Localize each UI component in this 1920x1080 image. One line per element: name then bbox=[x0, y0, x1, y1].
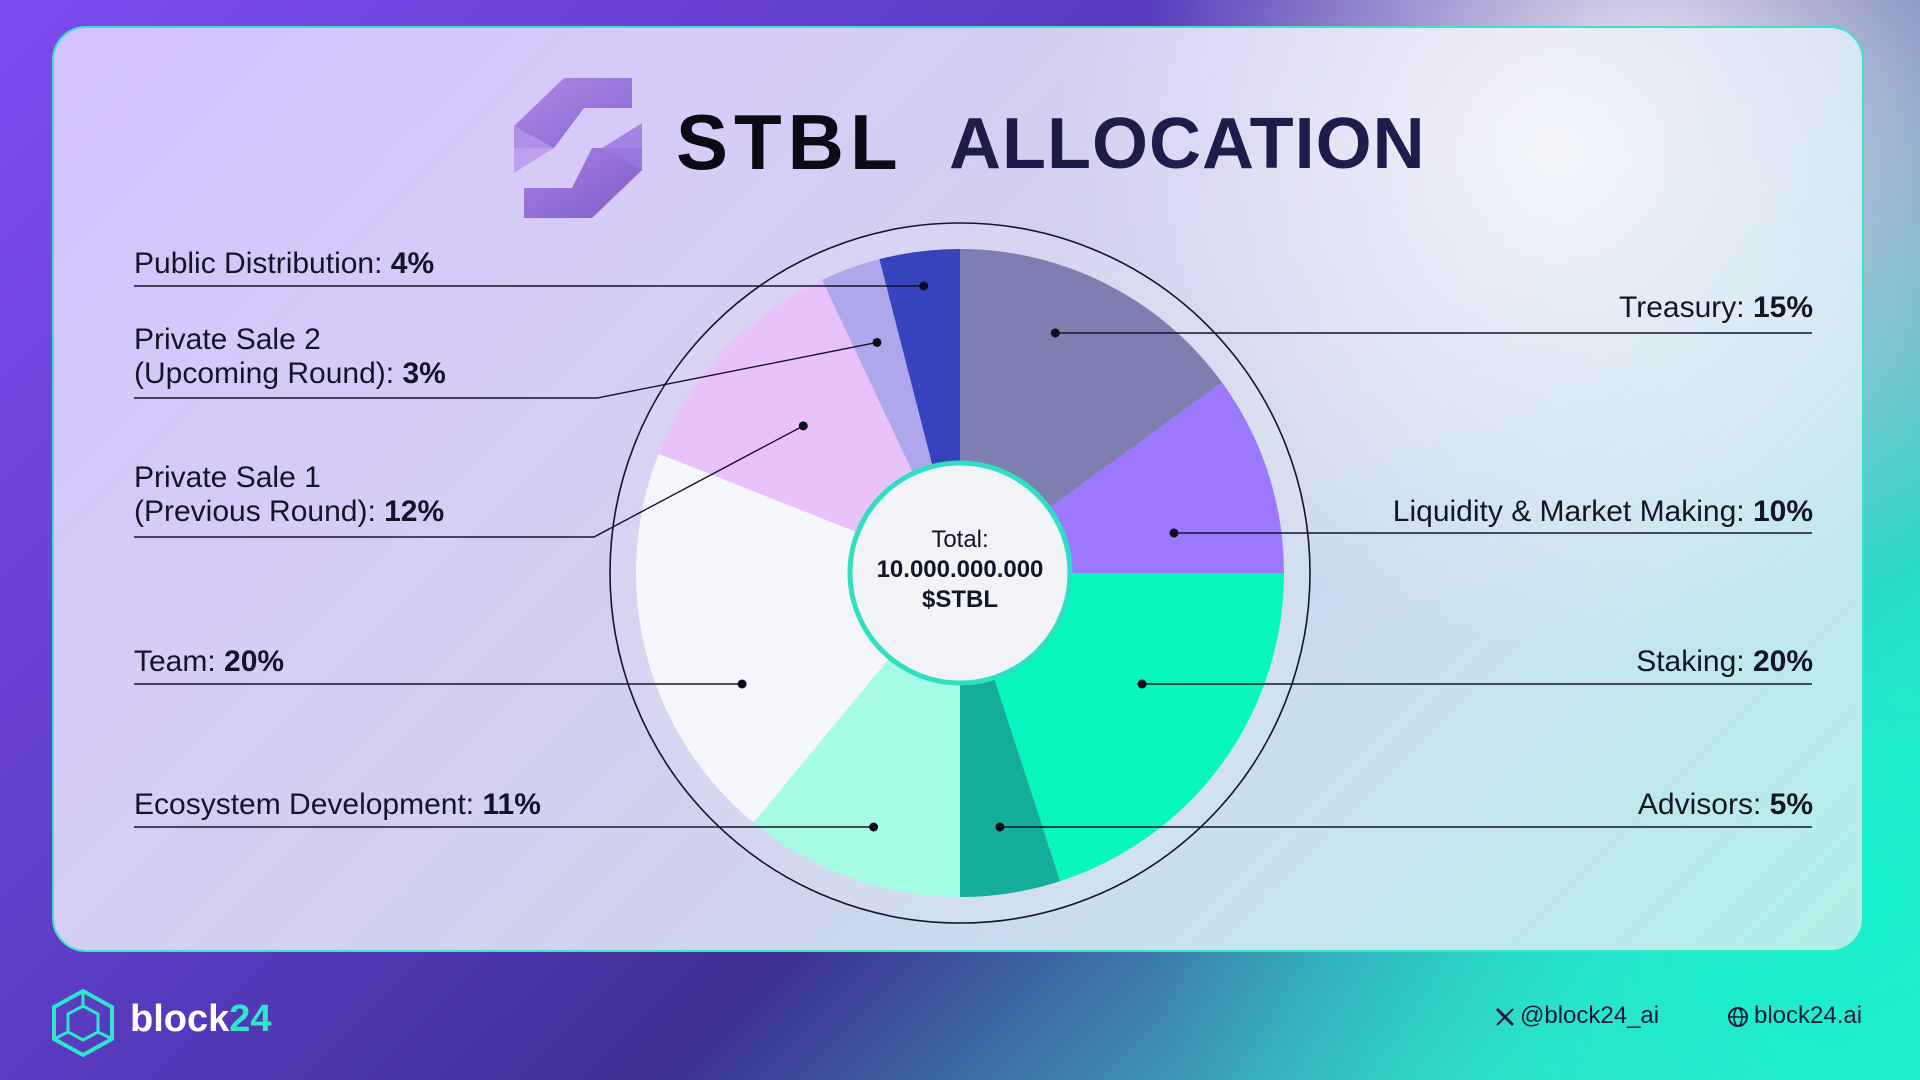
twitter-handle[interactable]: @block24_ai bbox=[1520, 1002, 1660, 1029]
leader-dot-staking bbox=[1137, 679, 1147, 689]
globe-icon[interactable] bbox=[1727, 1006, 1749, 1028]
center-disc bbox=[847, 460, 1073, 686]
center-total-line-1: Total: bbox=[931, 526, 988, 553]
label-team: Team: 20% bbox=[134, 645, 285, 678]
center-total-line-2: 10.000.000.000 bbox=[877, 556, 1044, 583]
title-allocation: ALLOCATION bbox=[949, 104, 1426, 184]
header: STBL ALLOCATION bbox=[54, 56, 1862, 218]
leader-dot-treasury bbox=[1050, 328, 1060, 338]
leader-dot-ecosystem-development bbox=[869, 822, 879, 832]
label-staking: Staking: 20% bbox=[1636, 645, 1813, 678]
block24-cube-icon bbox=[52, 988, 114, 1058]
label-liquidity: Liquidity & Market Making: 10% bbox=[1392, 495, 1813, 528]
leader-dot-advisors bbox=[995, 822, 1005, 832]
leader-dot-private-sale-2-upcoming-round bbox=[872, 337, 882, 347]
label-ecosystem-development: Ecosystem Development: 11% bbox=[134, 788, 541, 821]
leader-dot-team bbox=[737, 679, 747, 689]
label-private-sale-2: Private Sale 2 (Upcoming Round): 3% bbox=[134, 323, 446, 390]
leader-line-private-sale-1-previous-round bbox=[134, 425, 804, 538]
label-advisors: Advisors: 5% bbox=[1637, 788, 1813, 821]
title-stbl: STBL bbox=[676, 98, 904, 186]
x-icon[interactable] bbox=[1494, 1006, 1516, 1028]
label-private-sale-1: Private Sale 1 (Previous Round): 12% bbox=[134, 461, 445, 528]
label-treasury: Treasury: 15% bbox=[1619, 291, 1813, 324]
leader-line-private-sale-2-upcoming-round bbox=[134, 341, 878, 399]
label-public-distribution: Public Distribution: 4% bbox=[134, 247, 435, 280]
block24-brand: block24 bbox=[130, 998, 272, 1040]
center-total-line-3: $STBL bbox=[922, 586, 998, 613]
website-link[interactable]: block24.ai bbox=[1754, 1002, 1863, 1029]
stbl-logo-icon bbox=[514, 78, 642, 218]
leader-dot-liquidity-market-making bbox=[1169, 528, 1179, 538]
leader-dot-private-sale-1-previous-round bbox=[798, 421, 808, 431]
leader-dot-public-distribution bbox=[919, 281, 929, 291]
